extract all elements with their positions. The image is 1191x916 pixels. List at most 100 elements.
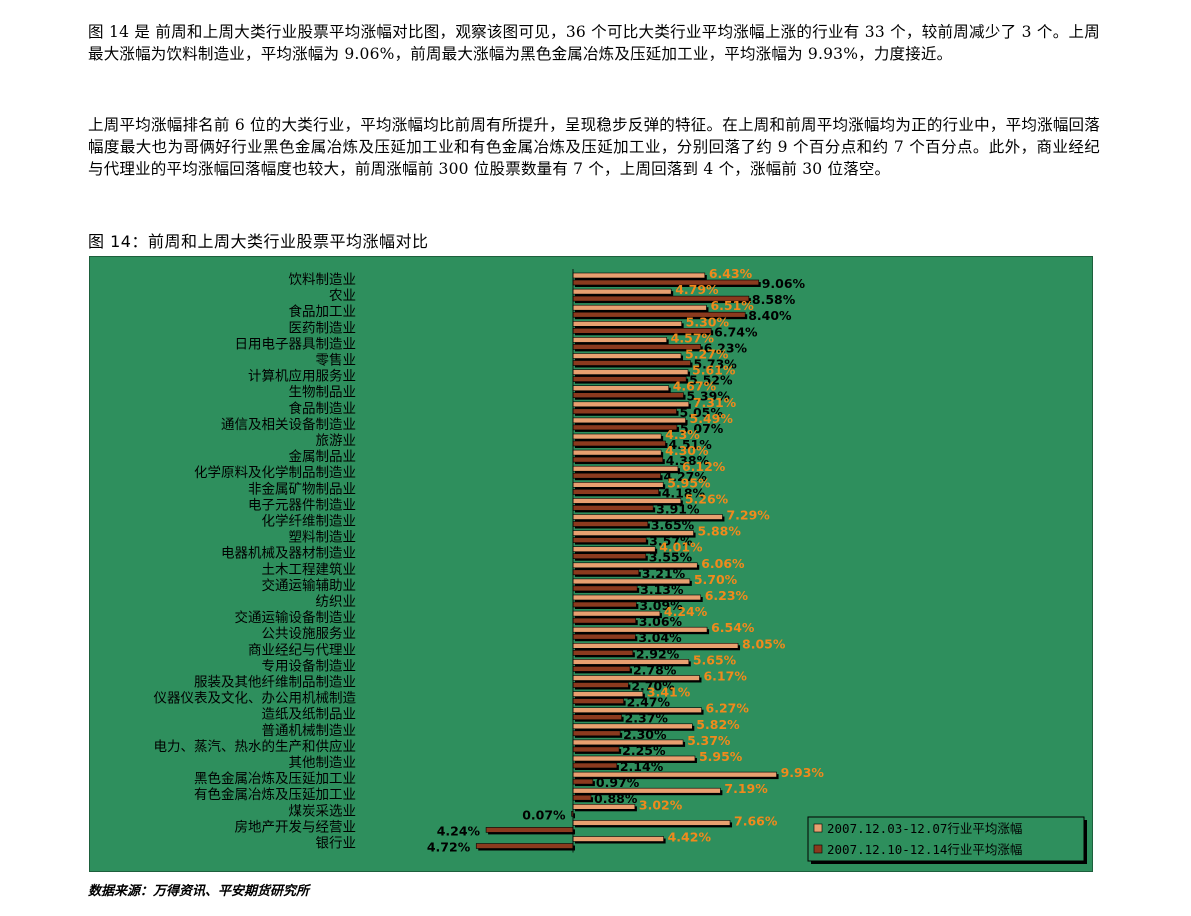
data-label-prev-week: 7.29% <box>726 508 770 523</box>
bar-last-week <box>572 537 647 543</box>
data-label-last-week: 0.07% <box>522 807 566 822</box>
category-label: 公共设施服务业 <box>262 626 357 642</box>
legend-label-last-week: 2007.12.10-12.14行业平均涨幅 <box>827 842 1022 857</box>
data-label-prev-week: 4.57% <box>671 330 715 345</box>
bar-last-week <box>572 553 647 560</box>
bar-prev-week <box>572 546 656 553</box>
data-label-last-week: 6.23% <box>704 340 748 355</box>
data-label-prev-week: 4.3% <box>665 427 700 442</box>
bar-last-week <box>572 569 640 576</box>
bar-prev-week <box>572 337 667 343</box>
category-label: 旅游业 <box>316 433 357 449</box>
data-label-last-week: 2.78% <box>633 662 677 677</box>
data-label-last-week: 5.39% <box>686 389 730 404</box>
bar-prev-week <box>572 369 689 375</box>
data-label-last-week: 9.06% <box>762 276 806 291</box>
category-label: 医药制造业 <box>289 320 357 336</box>
bar-last-week <box>572 376 687 382</box>
category-label: 化学原料及化学制品制造业 <box>194 465 356 481</box>
data-label-prev-week: 5.49% <box>690 411 734 426</box>
source-note: 数据来源：万得资讯、平安期货研究所 <box>88 884 310 899</box>
data-label-last-week: 5.73% <box>693 357 737 372</box>
category-label: 有色金属冶炼及压延加工业 <box>194 786 356 803</box>
category-label: 仪器仪表及文化、办公用机械制造 <box>154 691 357 707</box>
data-label-prev-week: 5.95% <box>699 749 743 764</box>
legend-swatch-prev-week <box>813 823 823 833</box>
data-label-prev-week: 4.67% <box>673 379 717 394</box>
data-label-prev-week: 5.82% <box>696 717 740 732</box>
bar-prev-week <box>572 353 682 359</box>
bar-prev-week <box>572 465 679 472</box>
data-label-prev-week: 7.19% <box>724 781 768 796</box>
data-label-prev-week: 6.17% <box>703 669 747 684</box>
category-label: 零售业 <box>316 353 357 369</box>
category-label: 通信及相关设备制造业 <box>221 416 356 433</box>
data-label-last-week: 2.14% <box>620 759 664 774</box>
bar-last-week <box>572 682 629 688</box>
category-label: 商业经纪与代理业 <box>248 642 356 658</box>
data-label-prev-week: 8.05% <box>742 636 786 651</box>
bar-prev-week <box>572 417 686 424</box>
data-label-last-week: 2.25% <box>622 743 666 758</box>
bar-last-week <box>572 666 631 672</box>
legend-box <box>807 816 1085 862</box>
data-label-prev-week: 5.30% <box>686 314 730 329</box>
bar-last-week <box>572 489 659 495</box>
bar-prev-week <box>572 482 664 488</box>
category-label: 交通运输辅助业 <box>262 577 357 594</box>
data-label-prev-week: 5.37% <box>687 733 731 748</box>
category-label: 电器机械及器材制造业 <box>221 546 356 562</box>
data-label-prev-week: 3.41% <box>647 685 691 700</box>
bar-last-week <box>572 730 621 737</box>
bar-prev-week <box>572 433 662 440</box>
category-label: 计算机应用服务业 <box>248 368 356 385</box>
data-label-prev-week: 4.30% <box>665 443 709 458</box>
bar-last-week <box>572 585 638 592</box>
bar-last-week <box>572 649 634 656</box>
category-label: 黑色金属冶炼及压延加工业 <box>194 770 356 787</box>
data-label-prev-week: 6.43% <box>709 266 753 281</box>
category-label: 饮料制造业 <box>289 272 357 288</box>
bar-last-week <box>572 472 661 479</box>
data-label-prev-week: 5.65% <box>693 652 737 667</box>
bar-prev-week <box>572 401 690 408</box>
figure-title: 图 14：前周和上周大类行业股票平均涨幅对比 <box>88 232 429 251</box>
data-label-prev-week: 6.06% <box>701 556 745 571</box>
data-label-last-week: 0.88% <box>594 791 638 806</box>
category-label: 电力、蒸汽、热水的生产和供应业 <box>154 738 357 755</box>
data-label-last-week: 3.09% <box>639 598 683 613</box>
data-label-last-week: 3.55% <box>649 550 693 565</box>
bar-last-week <box>572 408 677 415</box>
category-label: 房地产开发与经营业 <box>235 819 357 835</box>
bar-last-week <box>572 778 594 785</box>
bar-prev-week <box>572 288 672 295</box>
category-label: 煤炭采选业 <box>289 803 357 819</box>
bar-last-week <box>572 360 691 366</box>
legend-swatch-last-week <box>813 844 823 854</box>
data-label-last-week: 3.21% <box>642 566 686 581</box>
data-label-last-week: 5.05% <box>680 405 724 420</box>
bar-shadow <box>573 813 575 819</box>
category-label: 非金属矿物制品业 <box>248 481 356 497</box>
bar-last-week <box>572 794 592 801</box>
data-label-last-week: 2.92% <box>636 646 680 661</box>
data-label-last-week: 8.58% <box>752 292 796 307</box>
data-label-prev-week: 5.95% <box>667 475 711 490</box>
category-label: 塑料制造业 <box>289 530 357 546</box>
category-label: 日用电子器具制造业 <box>235 336 357 352</box>
category-label: 土木工程建筑业 <box>262 562 357 578</box>
data-label-last-week: 2.70% <box>631 679 675 694</box>
bar-last-week <box>572 617 637 624</box>
data-label-last-week: 5.52% <box>689 373 733 388</box>
bar-prev-week <box>572 449 662 456</box>
data-label-prev-week: 6.51% <box>710 298 754 313</box>
data-label-last-week: 3.65% <box>651 518 695 533</box>
data-label-prev-week: 9.93% <box>781 765 825 780</box>
category-label: 化学纤维制造业 <box>262 514 357 530</box>
data-label-last-week: 4.72% <box>427 840 471 855</box>
bar-last-week <box>572 714 622 721</box>
bar-last-week <box>485 827 574 833</box>
bar-prev-week <box>572 514 723 520</box>
category-label: 银行业 <box>316 836 357 852</box>
data-label-last-week: 4.18% <box>662 485 706 500</box>
